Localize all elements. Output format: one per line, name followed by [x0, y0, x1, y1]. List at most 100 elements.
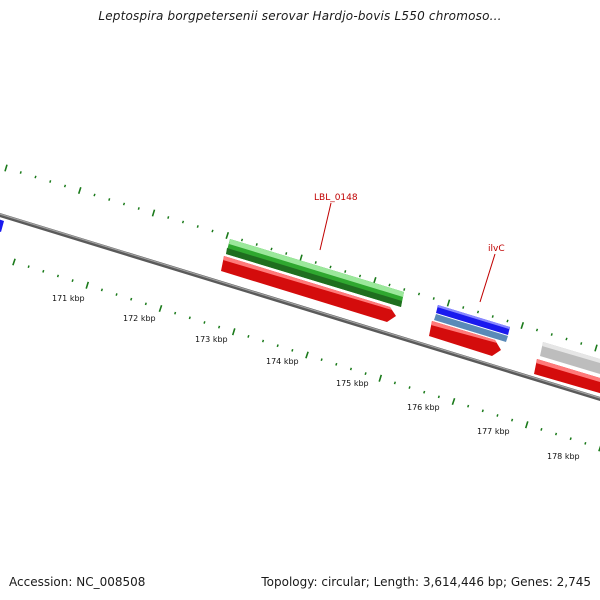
minor-tick	[270, 247, 273, 251]
minor-tick	[167, 216, 170, 219]
minor-tick	[174, 311, 177, 315]
minor-tick	[211, 229, 214, 233]
minor-tick	[584, 441, 587, 445]
gene-ilvc-feature[interactable]	[434, 305, 510, 342]
minor-tick	[437, 395, 440, 399]
minor-tick	[496, 414, 499, 417]
minor-tick	[423, 390, 426, 394]
minor-tick	[535, 328, 539, 332]
minor-tick	[408, 386, 411, 389]
minor-tick	[115, 293, 118, 296]
minor-tick	[56, 274, 60, 278]
minor-tick	[27, 265, 30, 269]
major-tick	[158, 304, 163, 313]
gene-gray-right[interactable]	[540, 342, 600, 377]
axis-tick-label: 174 kbp	[266, 357, 299, 366]
minor-tick	[462, 306, 465, 309]
major-tick	[151, 209, 156, 217]
gene-blue-left[interactable]	[0, 219, 4, 232]
minor-tick	[181, 220, 185, 224]
major-tick	[524, 421, 529, 429]
minor-tick	[320, 358, 323, 362]
minor-tick	[358, 274, 362, 278]
major-tick	[305, 351, 309, 359]
major-tick	[378, 374, 383, 382]
major-tick	[77, 186, 82, 195]
minor-tick	[122, 202, 126, 206]
gene-red-right[interactable]	[534, 359, 600, 396]
minor-tick	[506, 319, 509, 323]
chromosome-backbone	[0, 212, 600, 402]
axis-tick-label: 177 kbp	[477, 427, 510, 436]
minor-tick	[261, 339, 265, 343]
minor-tick	[217, 325, 221, 329]
minor-tick	[403, 288, 406, 291]
axis-tick-label: 171 kbp	[52, 294, 85, 303]
minor-tick	[42, 269, 45, 273]
minor-tick	[203, 321, 206, 324]
minor-tick	[285, 252, 288, 255]
lbl-0148-callout-line	[319, 202, 332, 251]
minor-tick	[255, 243, 258, 246]
minor-tick	[467, 404, 470, 408]
gene-lbl-0148-cds[interactable]	[221, 256, 396, 322]
major-tick	[299, 254, 303, 262]
minor-tick	[476, 310, 480, 314]
minor-tick	[349, 367, 353, 371]
major-tick	[231, 328, 236, 336]
major-tick	[4, 164, 8, 172]
gene-ilvc-cds[interactable]	[429, 321, 501, 356]
minor-tick	[417, 292, 421, 296]
major-tick	[451, 397, 456, 406]
minor-tick	[19, 171, 22, 174]
minor-tick	[481, 409, 484, 413]
minor-tick	[314, 261, 317, 264]
genome-summary: Topology: circular; Length: 3,614,446 bp…	[261, 575, 591, 589]
major-tick	[225, 231, 230, 240]
inner-tick-ruler	[12, 258, 600, 452]
axis-tick-label: 175 kbp	[336, 379, 369, 388]
minor-tick	[71, 279, 74, 283]
minor-tick	[344, 270, 347, 273]
minor-tick	[554, 432, 558, 436]
minor-tick	[63, 184, 67, 188]
major-tick	[12, 258, 16, 266]
ilvc-callout-line	[479, 253, 496, 303]
minor-tick	[49, 180, 52, 183]
gene-label-lbl-0148[interactable]: LBL_0148	[314, 193, 358, 203]
major-tick	[594, 344, 598, 352]
minor-tick	[565, 337, 568, 341]
major-tick	[446, 299, 451, 307]
minor-tick	[580, 342, 583, 345]
accession-label: Accession: NC_008508	[9, 575, 146, 589]
axis-tick-label: 178 kbp	[547, 452, 580, 461]
minor-tick	[569, 437, 572, 441]
minor-tick	[240, 238, 244, 242]
major-tick	[372, 276, 377, 285]
minor-tick	[550, 333, 553, 336]
chromosome-title: Leptospira borgpetersenii serovar Hardjo…	[98, 9, 502, 23]
minor-tick	[393, 381, 397, 385]
minor-tick	[510, 418, 514, 422]
major-tick	[520, 321, 525, 330]
gene-lbl-0148-feature[interactable]	[226, 239, 404, 307]
minor-tick	[100, 288, 104, 292]
axis-tick-label: 172 kbp	[123, 314, 156, 323]
minor-tick	[137, 207, 140, 210]
minor-tick	[491, 315, 494, 318]
minor-tick	[93, 193, 96, 197]
minor-tick	[108, 198, 111, 201]
axis-tick-label: 173 kbp	[195, 335, 228, 344]
minor-tick	[247, 334, 250, 338]
major-tick	[85, 281, 90, 289]
minor-tick	[188, 316, 191, 320]
minor-tick	[364, 372, 367, 376]
minor-tick	[329, 265, 332, 269]
minor-tick	[196, 225, 199, 228]
minor-tick	[540, 427, 543, 431]
minor-tick	[432, 297, 435, 300]
minor-tick	[291, 348, 294, 352]
gene-label-ilvc[interactable]: ilvC	[488, 244, 505, 254]
